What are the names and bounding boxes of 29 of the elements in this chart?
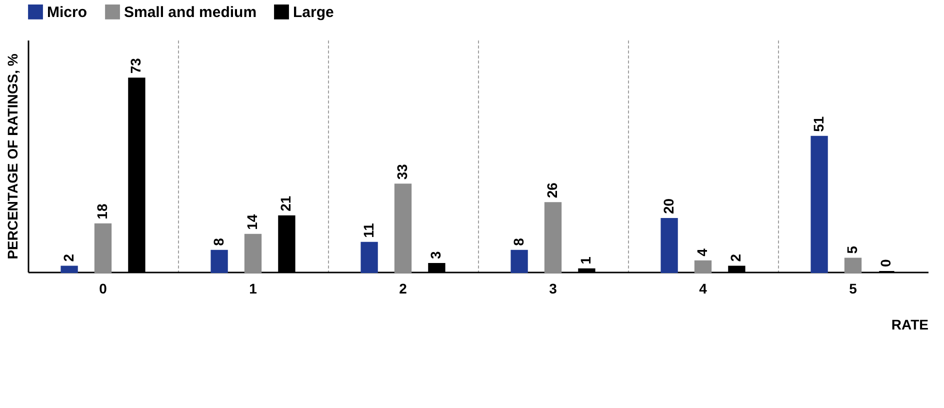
data-label: 8 — [210, 238, 226, 246]
data-label: 1 — [578, 256, 594, 264]
data-label: 4 — [694, 248, 710, 256]
x-axis-title: RATE — [891, 316, 928, 332]
legend-label: Micro — [47, 4, 88, 21]
x-tick-label: 4 — [699, 280, 708, 296]
data-label: 2 — [728, 254, 744, 262]
data-label: 33 — [394, 164, 410, 180]
data-label: 11 — [360, 222, 376, 238]
legend-label: Small and medium — [124, 4, 257, 21]
x-tick-label: 0 — [99, 280, 108, 296]
x-tick-label: 5 — [849, 280, 858, 296]
data-label: 18 — [94, 204, 110, 220]
data-label: 8 — [510, 238, 526, 246]
x-tick-label: 1 — [249, 280, 258, 296]
data-label: 3 — [428, 251, 444, 260]
x-tick-label: 2 — [399, 280, 408, 296]
x-tick-label: 3 — [549, 280, 558, 296]
data-label: 26 — [544, 182, 560, 198]
data-label: 51 — [810, 116, 826, 132]
legend-label: Large — [293, 4, 334, 21]
data-label: 14 — [244, 214, 260, 230]
data-label: 2 — [60, 254, 76, 262]
data-label: 0 — [878, 259, 894, 267]
data-label: 73 — [128, 58, 144, 74]
data-label: 21 — [278, 196, 294, 212]
y-axis-title: PERCENTAGE OF RATINGS, % — [4, 53, 20, 260]
data-label: 5 — [844, 246, 860, 254]
data-label: 20 — [660, 198, 676, 214]
